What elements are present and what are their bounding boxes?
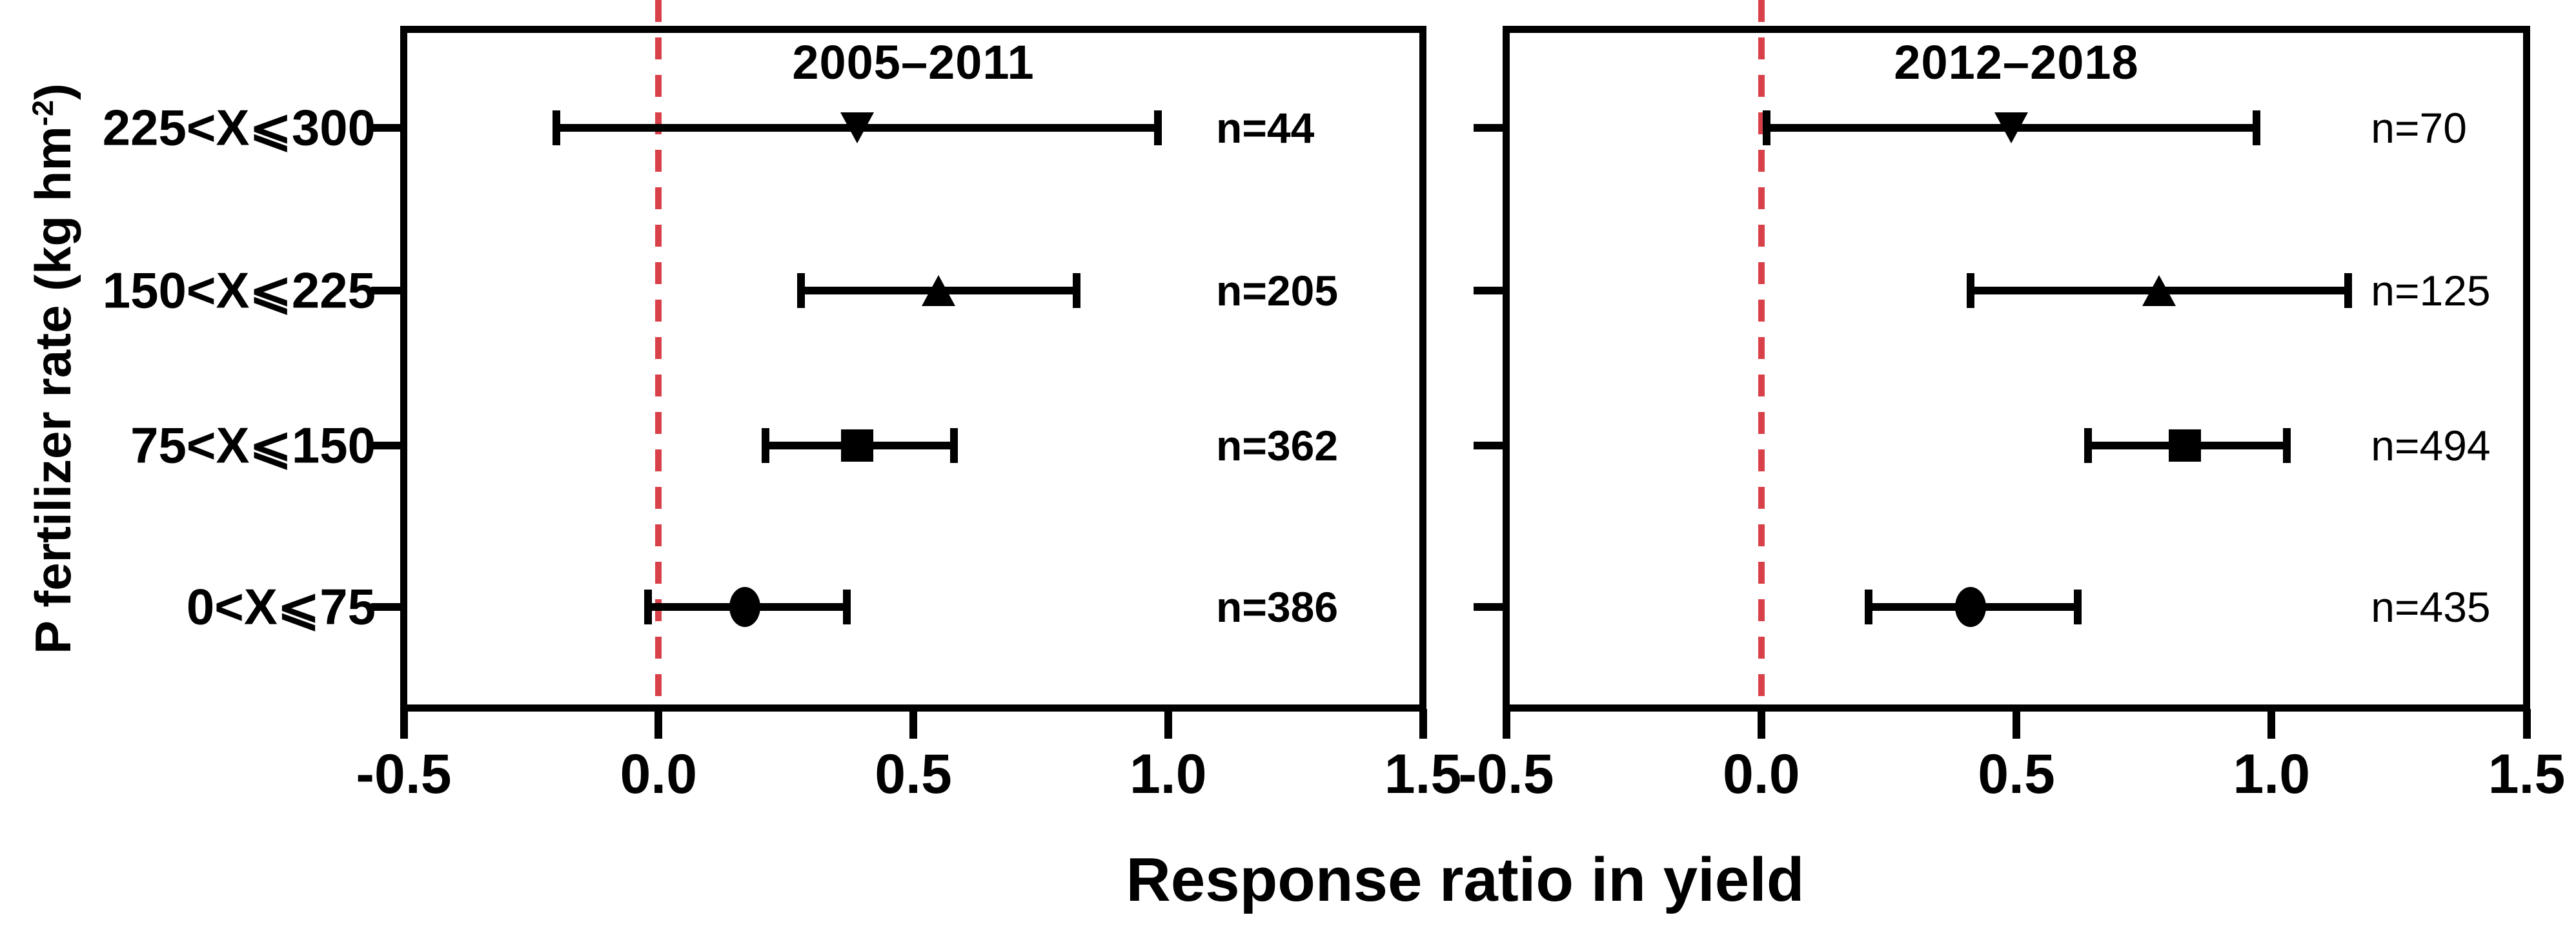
n-label: n=386 <box>1216 582 1339 631</box>
x-tick <box>400 709 408 739</box>
y-tick <box>371 286 401 294</box>
y-tick <box>1474 124 1503 132</box>
x-tick <box>2522 709 2531 739</box>
n-label: n=362 <box>1216 421 1339 469</box>
chart-panel-2005-2011: 2005–2011 -0.5 0.0 0.5 1.0 1.5 n=44 n=205 n=362 n… <box>356 0 1461 805</box>
x-tick-label: 0.0 <box>620 743 698 805</box>
x-tick-label: 1.0 <box>1129 743 1207 805</box>
error-bar-cap-right <box>950 427 958 463</box>
n-label: n=435 <box>2371 582 2491 631</box>
error-bar-cap-left <box>553 110 561 146</box>
error-bar-cap-right <box>1153 110 1162 146</box>
x-tick-label: 0.5 <box>875 743 952 805</box>
error-bar-cap-left <box>1864 589 1872 624</box>
n-label: n=494 <box>2371 421 2491 469</box>
y-axis-label-text: P fertilizer rate (kg hm <box>25 126 81 655</box>
triangle-up-marker <box>2142 274 2176 306</box>
x-axis-label: Response ratio in yield <box>1126 845 1805 914</box>
error-bar-cap-right <box>1072 272 1080 308</box>
y-tick <box>1474 286 1503 294</box>
y-tick <box>371 441 401 449</box>
zero-reference-line <box>1758 0 1765 708</box>
x-tick <box>654 709 663 739</box>
panel-title: 2005–2011 <box>792 36 1035 89</box>
y-tick <box>371 602 401 611</box>
x-tick-label: -0.5 <box>356 743 452 805</box>
y-tick <box>1474 441 1503 449</box>
error-bar-cap-left <box>762 427 770 463</box>
x-tick <box>1502 709 1510 739</box>
error-bar-cap-left <box>797 272 806 308</box>
y-category-label: 150<X⩽225 <box>102 262 376 319</box>
error-bar-cap-left <box>2084 427 2092 463</box>
error-bar-cap-right <box>2282 427 2291 463</box>
square-marker <box>841 429 874 462</box>
circle-marker <box>729 586 761 627</box>
x-tick-label: 1.5 <box>2488 743 2566 805</box>
circle-marker <box>1954 586 1986 627</box>
n-label: n=44 <box>1216 104 1315 152</box>
x-tick <box>1164 709 1172 739</box>
x-tick <box>2267 709 2276 739</box>
triangle-down-marker <box>1994 112 2029 144</box>
x-tick <box>2013 709 2020 739</box>
y-category-label: 225<X⩽300 <box>102 99 376 156</box>
x-tick <box>1757 709 1765 739</box>
y-axis-label-suffix: ) <box>25 83 81 100</box>
n-label: n=125 <box>2371 266 2491 314</box>
x-tick-label: 0.0 <box>1722 743 1800 805</box>
n-label: n=70 <box>2371 104 2467 152</box>
square-marker <box>2168 429 2201 462</box>
error-bar-cap-right <box>2344 272 2352 308</box>
y-category-label: 75<X⩽150 <box>130 416 376 474</box>
error-bar-cap-right <box>2073 589 2082 624</box>
error-bar-cap-right <box>843 589 851 624</box>
x-tick <box>909 709 917 739</box>
error-bar-cap-left <box>644 589 653 624</box>
n-label: n=205 <box>1216 266 1339 314</box>
y-tick <box>1474 602 1503 611</box>
y-category-label: 0<X⩽75 <box>186 578 376 635</box>
x-tick-label: 0.5 <box>1978 743 2055 805</box>
chart-panel-2012-2018: 2012–2018 -0.5 0.0 0.5 1.0 1.5 n=70 n=125 n=494 n… <box>1458 0 2565 805</box>
x-tick <box>1419 709 1427 739</box>
error-bar-cap-right <box>2252 110 2260 146</box>
y-tick <box>371 124 401 132</box>
zero-reference-line <box>655 0 662 708</box>
error-bar-cap-left <box>1762 110 1770 146</box>
triangle-down-marker <box>840 112 875 144</box>
x-tick-label: 1.0 <box>2233 743 2311 805</box>
triangle-up-marker <box>922 274 956 306</box>
x-tick-label: -0.5 <box>1458 743 1554 805</box>
error-bar-cap-left <box>1966 272 1974 308</box>
panel-title: 2012–2018 <box>1894 36 2139 89</box>
x-tick-label: 1.5 <box>1384 743 1462 805</box>
